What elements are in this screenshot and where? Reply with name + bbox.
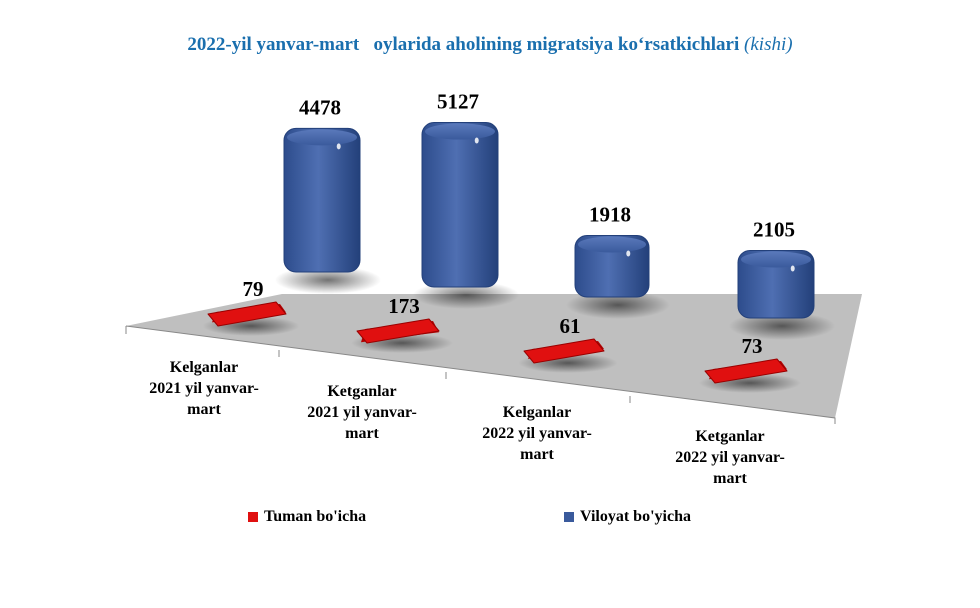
bar-tuman-1 [207, 301, 287, 327]
bar-tuman-4 [704, 358, 788, 384]
category-label-4-line-3: mart [713, 470, 747, 487]
category-label-2-line-1: Ketganlar [327, 383, 397, 400]
category-label-1-line-3: mart [187, 401, 221, 418]
value-label-tuman-4: 73 [742, 334, 763, 358]
value-label-viloyat-3: 1918 [589, 202, 631, 226]
legend-item-viloyat: Viloyat bo'yicha [564, 508, 691, 526]
bar-viloyat-top-3 [578, 236, 646, 253]
category-label-3-line-3: mart [520, 446, 554, 463]
bar-viloyat-1 [283, 127, 361, 273]
value-label-viloyat-4: 2105 [753, 217, 795, 241]
category-label-1-line-1: Kelganlar [169, 359, 239, 376]
category-label-4-line-1: Ketganlar [695, 428, 765, 445]
legend-swatch-tuman [248, 512, 258, 523]
category-label-4-line-2: 2022 yil yanvar- [675, 449, 785, 466]
bar-viloyat-top-1 [287, 129, 357, 146]
bar-viloyat-top-2 [425, 123, 495, 140]
chart-title-unit: (kishi) [744, 34, 793, 55]
value-label-tuman-2: 173 [388, 294, 420, 318]
category-label-2-line-3: mart [345, 425, 379, 442]
bar-shadow [566, 291, 670, 319]
category-label-2-line-2: 2021 yil yanvar- [307, 404, 417, 421]
chart-title-text: 2022-yil yanvar-mart oylarida aholining … [187, 34, 740, 55]
value-label-viloyat-1: 4478 [299, 95, 341, 119]
legend-item-tuman: Tuman bo'icha [248, 508, 366, 526]
value-label-viloyat-2: 5127 [437, 90, 479, 114]
bar-tuman-2 [356, 318, 440, 344]
bar-shadow [274, 266, 382, 294]
category-label-2: Ketganlar 2021 yil yanvar- mart [277, 381, 447, 444]
legend-label-tuman: Tuman bo'icha [264, 508, 367, 525]
chart-title: 2022-yil yanvar-mart oylarida aholining … [0, 34, 980, 56]
legend-swatch-viloyat [564, 512, 574, 523]
bar-viloyat-2 [421, 122, 499, 288]
bar-viloyat-top-4 [741, 251, 811, 268]
value-label-tuman-1: 79 [243, 277, 264, 301]
x-axis-line [125, 325, 836, 424]
bar-highlight [790, 265, 795, 272]
category-label-3: Kelganlar 2022 yil yanvar- mart [452, 402, 622, 465]
chart-floor [126, 294, 862, 418]
category-label-3-line-2: 2022 yil yanvar- [482, 425, 592, 442]
bar-viloyat-4 [737, 249, 815, 319]
category-label-1-line-2: 2021 yil yanvar- [149, 380, 259, 397]
category-label-1: Kelganlar 2021 yil yanvar- mart [119, 357, 289, 420]
bar-tuman-3 [523, 338, 605, 364]
bar-shadow [412, 281, 520, 309]
bar-highlight [474, 137, 479, 144]
bar-highlight [626, 250, 631, 257]
legend-label-viloyat: Viloyat bo'yicha [580, 508, 691, 525]
value-label-tuman-3: 61 [560, 314, 581, 338]
bar-highlight [336, 143, 341, 150]
bar-shadow [728, 312, 836, 340]
category-label-4: Ketganlar 2022 yil yanvar- mart [645, 426, 815, 489]
category-label-3-line-1: Kelganlar [502, 404, 572, 421]
